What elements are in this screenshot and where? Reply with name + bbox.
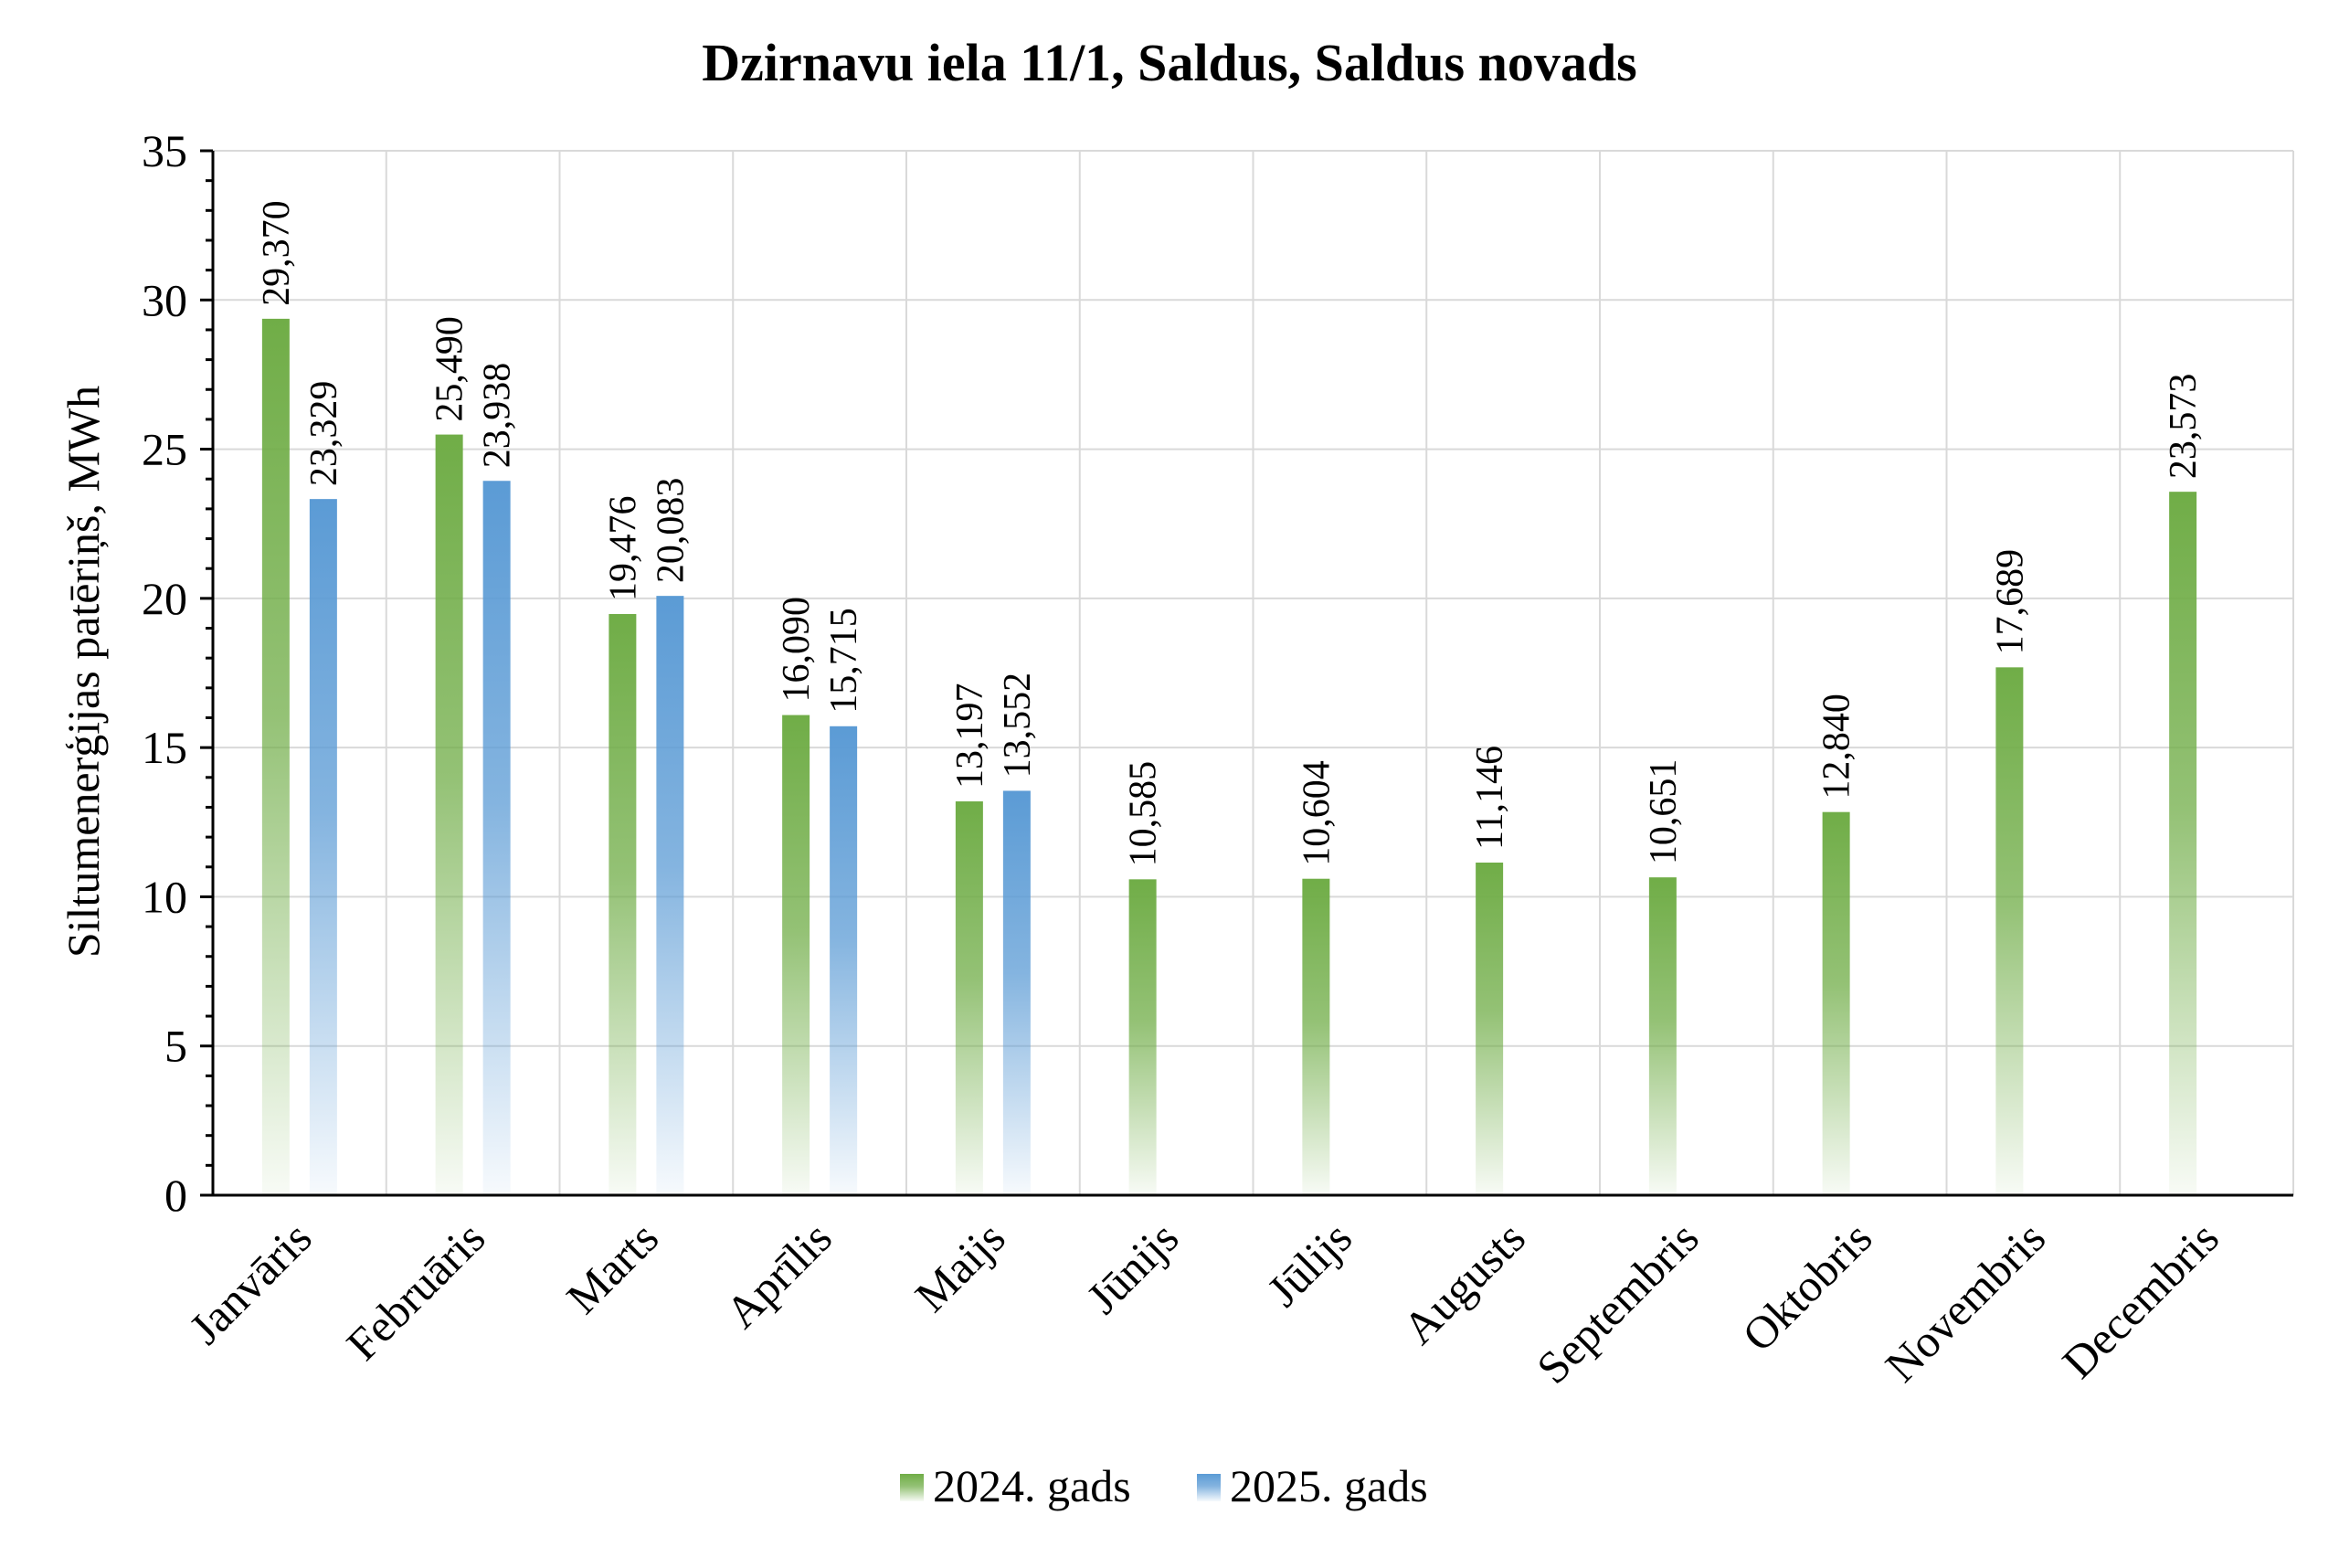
data-label: 12,840 [1816, 694, 1858, 800]
bar-series-2 [309, 499, 337, 1195]
x-tick-label: Oktobris [1732, 1212, 1881, 1361]
bar-series-2 [482, 481, 511, 1195]
legend: 2024. gads 2025. gads [900, 1460, 1428, 1511]
bar-series-1 [955, 801, 983, 1195]
bar-series-1 [1995, 667, 2024, 1195]
x-tick-label: Augusts [1392, 1212, 1535, 1354]
bar-series-1 [782, 715, 810, 1195]
x-tick-label: Februāris [336, 1212, 494, 1370]
axes: 0 5 10 15 20 25 30 35 Janvāris Februāris Marts Aprī… [142, 125, 2293, 1393]
chart-title: Dzirnavu iela 11/1, Saldus, Saldus novad… [702, 33, 1636, 92]
x-tick-label: Marts [556, 1212, 668, 1323]
data-label: 16,090 [776, 597, 818, 703]
x-tick-label: Decembris [2052, 1212, 2228, 1388]
x-tick-label: Maijs [905, 1212, 1015, 1321]
data-label: 19,476 [602, 495, 644, 601]
y-axis-label: Siltumenerģijas patēriņš, MWh [58, 386, 109, 958]
x-tick-label: Jūnijs [1076, 1212, 1188, 1323]
data-label: 13,552 [997, 673, 1039, 779]
data-label: 25,490 [429, 316, 471, 422]
y-tick-label: 30 [142, 274, 187, 325]
bar-series-2 [830, 726, 858, 1195]
bar-series-1 [1648, 877, 1677, 1195]
y-tick-label: 15 [142, 722, 187, 773]
bar-series-1 [609, 613, 637, 1195]
bar-series-1 [1476, 863, 1504, 1195]
bar-series-1 [261, 318, 290, 1195]
bar-series-1 [435, 434, 463, 1195]
bars [261, 318, 2197, 1195]
x-tick-label: Janvāris [179, 1212, 321, 1353]
data-label: 23,329 [303, 381, 345, 487]
y-tick-label: 10 [142, 871, 187, 922]
data-label: 15,715 [823, 608, 865, 714]
legend-entry: 2025. gads [1230, 1460, 1428, 1511]
data-label: 20,083 [650, 478, 692, 584]
x-tick-label: Novembris [1875, 1212, 2055, 1392]
grid [213, 150, 2294, 1195]
data-labels: 29,370 23,329 25,490 23,938 19,476 20,083 16,0… [256, 200, 2205, 866]
x-tick-label: Septembris [1527, 1212, 1709, 1393]
y-tick-label: 0 [164, 1170, 187, 1221]
bar-series-1 [1302, 878, 1330, 1195]
data-label: 13,197 [949, 683, 991, 789]
data-label: 23,938 [477, 363, 519, 469]
legend-swatch [900, 1474, 924, 1501]
data-label: 10,585 [1123, 761, 1165, 867]
legend-entry: 2024. gads [933, 1460, 1131, 1511]
data-label: 29,370 [256, 200, 298, 306]
legend-swatch [1197, 1474, 1221, 1501]
bar-series-1 [2169, 492, 2197, 1195]
data-label: 11,146 [1469, 746, 1511, 850]
bar-series-2 [656, 596, 684, 1195]
x-tick-label: Jūlijs [1257, 1212, 1361, 1316]
y-tick-label: 35 [142, 125, 187, 176]
bar-series-2 [1002, 790, 1031, 1195]
y-tick-label: 5 [164, 1021, 187, 1072]
bar-series-1 [1128, 879, 1157, 1195]
y-tick-label: 20 [142, 573, 187, 624]
x-tick-label: Aprīlis [715, 1212, 841, 1338]
data-label: 10,604 [1296, 760, 1338, 866]
data-label: 10,651 [1643, 759, 1685, 865]
y-tick-label: 25 [142, 424, 187, 475]
bar-series-1 [1822, 811, 1850, 1195]
data-label: 17,689 [1989, 549, 2031, 655]
data-label: 23,573 [2163, 374, 2205, 480]
